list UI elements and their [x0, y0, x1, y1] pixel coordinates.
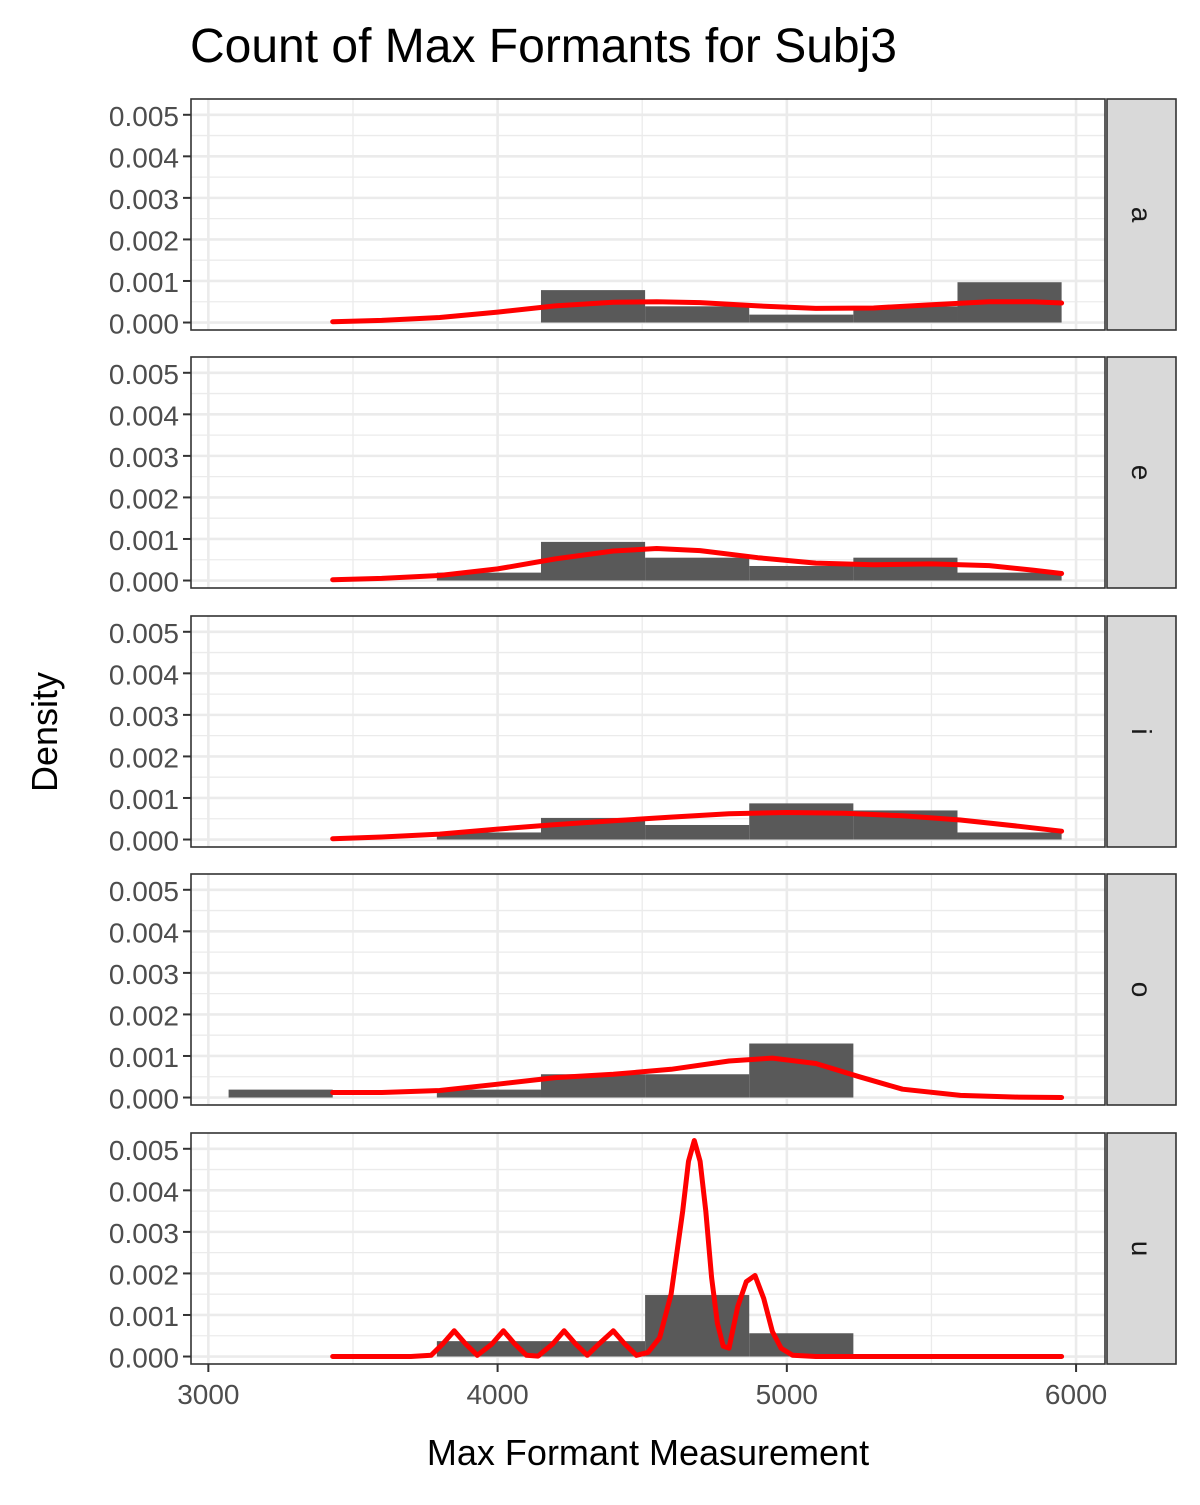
y-tick-label: 0.004	[109, 659, 179, 690]
histogram-bar	[436, 1089, 541, 1098]
y-tick-label: 0.005	[109, 876, 179, 907]
y-tick-label: 0.000	[109, 1084, 179, 1115]
facet-panel-e: 0.000 0.001 0.002 0.003 0.004 0.005 e	[109, 356, 1177, 598]
facet-panel-i: 0.000 0.001 0.002 0.003 0.004 0.005 i	[109, 615, 1177, 857]
y-tick-label: 0.004	[109, 400, 179, 431]
y-axis-label: Density	[24, 672, 65, 792]
y-tick-label: 0.005	[109, 618, 179, 649]
histogram-bar	[853, 306, 958, 323]
facet-strip	[1106, 873, 1177, 1106]
histogram-bar	[436, 832, 541, 840]
y-tick-label: 0.000	[109, 567, 179, 598]
panel-background	[191, 99, 1105, 330]
y-tick-label: 0.000	[109, 826, 179, 857]
histogram-bar	[957, 832, 1062, 840]
panel-border	[190, 1132, 1106, 1365]
histogram-bar	[228, 1089, 333, 1098]
x-tick-label: 4000	[466, 1379, 528, 1410]
panel-border	[190, 98, 1106, 331]
density-curve	[330, 1138, 1065, 1359]
y-tick-label: 0.000	[109, 1343, 179, 1374]
facet-strip-label: e	[1126, 465, 1157, 481]
histogram-bar	[436, 572, 541, 581]
y-tick-label: 0.003	[109, 701, 179, 732]
panel-border	[190, 873, 1106, 1106]
y-tick-label: 0.005	[109, 101, 179, 132]
y-tick-label: 0.004	[109, 917, 179, 948]
y-tick-label: 0.000	[109, 309, 179, 340]
histogram-bar	[749, 803, 854, 840]
chart-title: Count of Max Formants for Subj3	[190, 20, 897, 73]
x-tick-label: 3000	[177, 1379, 239, 1410]
facet-strip-label: a	[1126, 207, 1157, 223]
histogram-bar	[749, 565, 854, 581]
facet-strip-label: i	[1126, 728, 1157, 734]
x-tick-label: 5000	[756, 1379, 818, 1410]
facet-strip	[1106, 356, 1177, 589]
facet-strip	[1106, 615, 1177, 848]
histogram-bar	[645, 306, 750, 323]
y-tick-label: 0.002	[109, 1259, 179, 1290]
y-tick-label: 0.003	[109, 1218, 179, 1249]
y-tick-label: 0.002	[109, 1000, 179, 1031]
x-tick-label: 6000	[1045, 1379, 1107, 1410]
histogram-bar	[957, 572, 1062, 581]
panel-border	[190, 615, 1106, 848]
facet-panel-a: 0.000 0.001 0.002 0.003 0.004 0.005 a	[109, 98, 1177, 340]
panel-background	[191, 616, 1105, 847]
histogram-bar	[540, 1074, 646, 1098]
histogram-bar	[645, 824, 750, 840]
facet-strip	[1106, 98, 1177, 331]
y-tick-label: 0.002	[109, 483, 179, 514]
panel-border	[190, 356, 1106, 589]
histogram-bar	[645, 1074, 750, 1098]
histogram-bar	[749, 314, 854, 323]
y-tick-label: 0.004	[109, 1176, 179, 1207]
y-tick-label: 0.005	[109, 1135, 179, 1166]
panel-background	[191, 357, 1105, 588]
y-tick-label: 0.005	[109, 359, 179, 390]
density-curve	[330, 546, 1065, 583]
facet-panel-o: 0.000 0.001 0.002 0.003 0.004 0.005 o	[109, 873, 1177, 1115]
facet-panel-u: 0.000 0.001 0.002 0.003 0.004 0.005 u 3000 4000 5…	[109, 1132, 1177, 1410]
y-tick-label: 0.002	[109, 225, 179, 256]
histogram-bar	[749, 1333, 854, 1357]
y-tick-label: 0.001	[109, 267, 179, 298]
facet-strip-label: u	[1126, 1241, 1157, 1257]
y-tick-label: 0.001	[109, 1301, 179, 1332]
y-tick-label: 0.001	[109, 1042, 179, 1073]
y-tick-label: 0.001	[109, 784, 179, 815]
facet-panels: 0.0000.0010.0020.0030.0040.005a0.0000.00…	[109, 98, 1177, 1410]
x-axis-label: Max Formant Measurement	[427, 1432, 869, 1473]
y-tick-label: 0.001	[109, 525, 179, 556]
histogram-bar	[645, 557, 750, 581]
density-curve	[330, 810, 1065, 842]
y-tick-label: 0.002	[109, 742, 179, 773]
histogram-bar	[853, 557, 958, 581]
facet-strip-label: o	[1126, 982, 1157, 998]
y-tick-label: 0.003	[109, 959, 179, 990]
panel-background	[191, 874, 1105, 1105]
facet-strip	[1106, 1132, 1177, 1365]
y-tick-label: 0.004	[109, 142, 179, 173]
y-tick-label: 0.003	[109, 442, 179, 473]
density-curve	[330, 299, 1065, 325]
density-curve	[330, 1055, 1065, 1100]
y-tick-label: 0.003	[109, 184, 179, 215]
